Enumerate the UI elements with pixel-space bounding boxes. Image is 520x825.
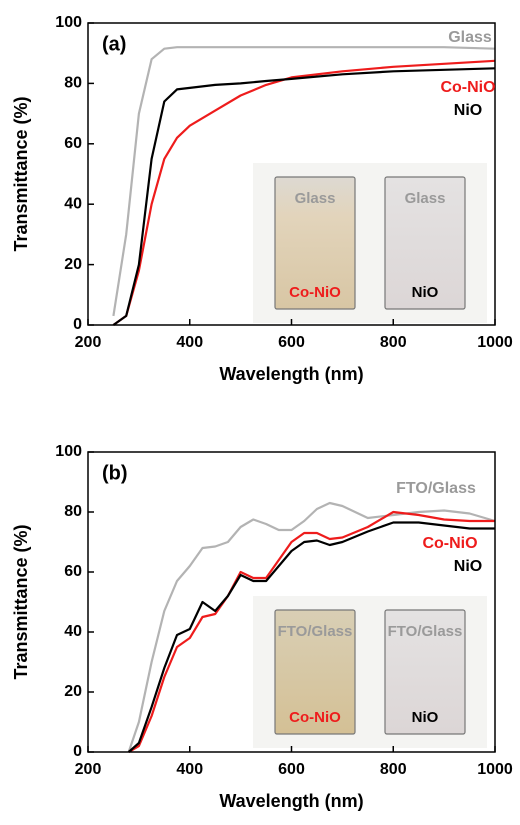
series-line [112,59,496,326]
x-tick-label: 1000 [477,334,513,351]
slide [384,609,466,735]
x-tick-label: 600 [278,334,305,351]
series-label: NiO [454,102,482,119]
plot-frame [87,22,496,326]
y-tick-label: 0 [73,743,82,760]
slide [274,176,356,310]
x-tick-label: 800 [380,761,407,778]
panel-label: (b) [102,462,128,484]
series-label: NiO [454,558,482,575]
series-line [112,46,496,317]
inset-label: Co-NiO [289,709,341,726]
x-tick-label: 800 [380,334,407,351]
series-label: FTO/Glass [396,480,476,497]
x-tick-label: 400 [176,334,203,351]
inset-label: Glass [405,190,446,207]
inset-label: NiO [412,284,439,301]
x-tick-label: 1000 [477,761,513,778]
y-tick-label: 20 [64,256,82,273]
inset-label: Glass [295,190,336,207]
panel-label: (a) [102,33,126,55]
y-tick-label: 40 [64,623,82,640]
x-axis-title: Wavelength (nm) [219,364,363,384]
series-label: Co-NiO [422,535,477,552]
y-axis-title: Transmittance (%) [11,96,31,251]
inset-label: FTO/Glass [278,623,353,640]
slide [384,176,466,310]
slide [274,609,356,735]
y-tick-label: 80 [64,503,82,520]
series-label: Co-NiO [440,79,495,96]
series-line [127,501,496,753]
y-tick-label: 60 [64,563,82,580]
series-line [127,521,495,753]
x-tick-label: 200 [75,334,102,351]
y-axis-title: Transmittance (%) [11,524,31,679]
series-label: Glass [448,29,492,46]
y-tick-label: 60 [64,135,82,152]
y-tick-label: 100 [55,14,82,31]
inset-label: Co-NiO [289,284,341,301]
inset-label: NiO [412,709,439,726]
y-tick-label: 40 [64,195,82,212]
x-axis-title: Wavelength (nm) [219,791,363,811]
series-line [128,510,495,753]
plot-frame [87,451,496,753]
x-tick-label: 600 [278,761,305,778]
inset-label: FTO/Glass [388,623,463,640]
series-line [112,67,496,326]
y-tick-label: 20 [64,683,82,700]
y-tick-label: 100 [55,443,82,460]
y-tick-label: 0 [73,316,82,333]
x-tick-label: 400 [176,761,203,778]
y-tick-label: 80 [64,75,82,92]
x-tick-label: 200 [75,761,102,778]
